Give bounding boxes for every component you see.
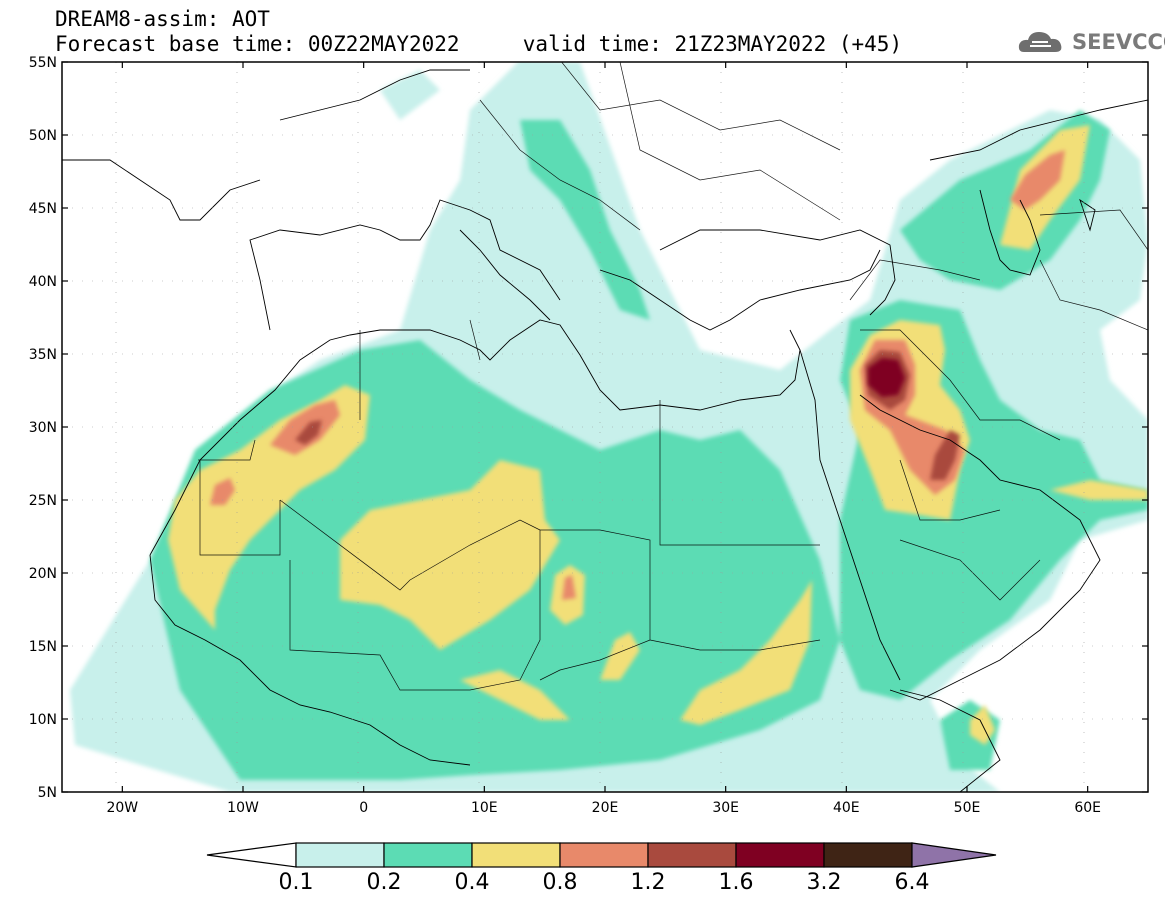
map-title: DREAM8-assim: AOT [55, 7, 270, 31]
x-tick-label: 10E [471, 800, 498, 816]
axis-ticks: 20W 10W 0 10E 20E 30E 40E 50E 60E 55N 50N 45N 40N 35N… [29, 55, 1148, 816]
colorbar-swatch [647, 842, 737, 868]
coastlines [62, 69, 1148, 792]
x-tick-label: 20E [592, 800, 619, 816]
country-borders [198, 62, 1148, 691]
y-tick-label: 10N [29, 712, 57, 728]
seevccc-logo [1018, 32, 1062, 52]
colorbar-swatch [295, 842, 385, 868]
colorbar-label: 3.2 [807, 870, 842, 895]
y-tick-label: 25N [29, 493, 57, 509]
x-tick-label: 20W [106, 800, 138, 816]
y-tick-label: 50N [29, 128, 57, 144]
colorbar-swatch [559, 842, 649, 868]
colorbar-label: 6.4 [895, 870, 930, 895]
colorbar-label: 0.8 [543, 870, 578, 895]
colorbar-label: 0.2 [367, 870, 402, 895]
colorbar-label: 1.6 [719, 870, 754, 895]
x-tick-label: 0 [359, 800, 368, 816]
x-tick-label: 30E [712, 800, 739, 816]
x-tick-label: 10W [227, 800, 259, 816]
x-tick-label: 60E [1074, 800, 1101, 816]
colorbar-swatch [383, 842, 473, 868]
y-tick-label: 55N [29, 55, 57, 71]
y-tick-label: 30N [29, 420, 57, 436]
colorbar-label: 1.2 [631, 870, 666, 895]
graticule [62, 62, 1148, 792]
y-tick-label: 20N [29, 566, 57, 582]
forecast-times: Forecast base time: 00Z22MAY2022 valid t… [55, 32, 903, 56]
logo-text: SEEVCCC [1072, 30, 1165, 54]
colorbar-high-arrow [911, 842, 997, 868]
colorbar-low-arrow [206, 842, 297, 868]
colorbar-swatch [823, 842, 913, 868]
y-tick-label: 15N [29, 639, 57, 655]
colorbar-swatch [471, 842, 561, 868]
x-tick-label: 50E [954, 800, 981, 816]
colorbar-swatch [735, 842, 825, 868]
colorbar-label: 0.4 [455, 870, 490, 895]
y-tick-label: 35N [29, 347, 57, 363]
x-tick-label: 40E [833, 800, 860, 816]
y-tick-label: 45N [29, 201, 57, 217]
y-tick-label: 40N [29, 274, 57, 290]
y-tick-label: 5N [38, 785, 57, 801]
aot-field [62, 62, 1148, 792]
colorbar: 0.1 0.2 0.4 0.8 1.2 1.6 3.2 6.4 [206, 842, 997, 895]
colorbar-label: 0.1 [279, 870, 314, 895]
